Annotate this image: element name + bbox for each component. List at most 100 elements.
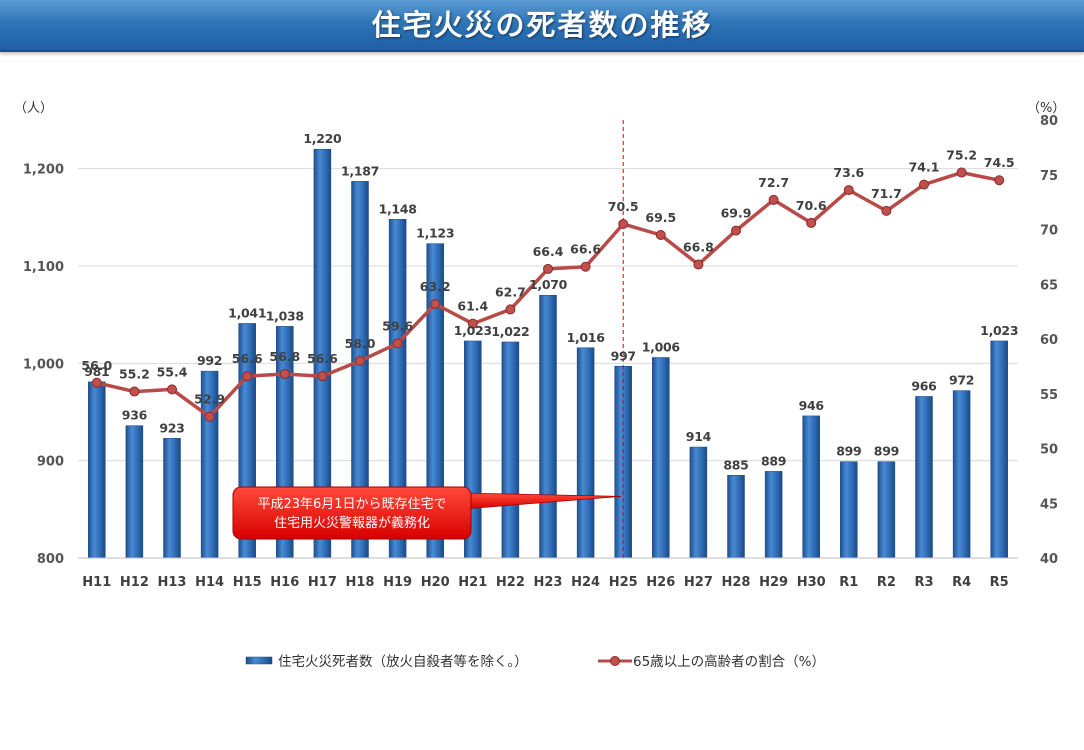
line-value-label: 55.4 (157, 364, 188, 379)
bar-value-label: 972 (949, 373, 974, 388)
y-left-tick-label: 900 (37, 455, 64, 470)
x-tick-label: H22 (496, 575, 525, 590)
line-value-label: 69.5 (645, 210, 676, 225)
line-point-H15 (242, 371, 253, 382)
line-point-H19 (392, 338, 403, 349)
x-tick-label: R2 (877, 575, 896, 590)
bar-value-label: 1,006 (642, 339, 681, 354)
bar-R2 (877, 461, 896, 559)
line-value-label: 71.7 (871, 186, 902, 201)
bar-H29 (764, 471, 783, 559)
line-point-H26 (655, 229, 666, 240)
line-point-H22 (505, 304, 516, 315)
line-value-label: 63.2 (420, 279, 451, 294)
callout-text: 平成23年6月1日から既存住宅で (257, 497, 446, 512)
callout-text: 住宅用火災警報器が義務化 (274, 515, 430, 531)
x-tick-label: H11 (82, 575, 111, 590)
y-right-unit: （%） (1027, 101, 1065, 116)
bar-value-label: 889 (761, 453, 786, 468)
line-value-label: 62.7 (495, 284, 526, 299)
bar-R1 (840, 461, 858, 559)
line-value-label: 75.2 (946, 148, 977, 163)
bar-H28 (727, 475, 745, 559)
bar-value-label: 1,123 (416, 226, 454, 241)
bar-H26 (652, 357, 670, 559)
x-tick-label: R1 (839, 575, 858, 590)
bar-value-label: 1,070 (529, 277, 568, 292)
y-right-tick-label: 45 (1040, 497, 1058, 512)
x-tick-label: H18 (346, 575, 375, 590)
x-tick-label: H21 (458, 575, 487, 590)
line-point-H24 (580, 261, 591, 272)
x-tick-label: H12 (120, 575, 149, 590)
line-point-H23 (543, 263, 553, 274)
bar-value-label: 981 (84, 364, 109, 379)
line-value-label: 66.4 (533, 244, 564, 259)
bar-H27 (689, 446, 708, 559)
line-value-label: 74.5 (984, 155, 1015, 170)
bar-value-label: 992 (197, 353, 222, 368)
bar-H11 (88, 381, 106, 559)
line-value-label: 69.9 (721, 206, 752, 221)
line-value-label: 56.6 (232, 351, 263, 366)
x-tick-label: R3 (914, 575, 933, 590)
y-right-tick-label: 70 (1040, 224, 1058, 239)
x-tick-label: H14 (195, 575, 224, 590)
bar-value-label: 899 (836, 444, 861, 459)
x-tick-label: H30 (797, 575, 826, 590)
x-tick-label: H26 (646, 575, 675, 590)
line-point-H21 (467, 318, 478, 329)
bar-value-label: 1,041 (228, 305, 266, 320)
line-value-label: 70.6 (796, 198, 827, 213)
line-point-R3 (919, 179, 929, 190)
line-point-H17 (317, 371, 328, 382)
y-right-tick-label: 75 (1040, 169, 1058, 184)
y-right-tick-label: 80 (1040, 114, 1058, 129)
line-value-label: 73.6 (833, 165, 864, 180)
bar-value-label: 1,022 (491, 324, 529, 339)
bar-value-label: 1,187 (341, 163, 379, 178)
bar-H13 (163, 438, 181, 559)
legend-line-marker (610, 656, 620, 666)
line-value-label: 74.1 (909, 160, 940, 175)
x-tick-label: H17 (308, 575, 337, 590)
legend-bar-swatch (245, 656, 273, 665)
line-point-H16 (279, 369, 290, 380)
line-value-label: 55.2 (119, 367, 150, 382)
x-tick-label: H24 (571, 575, 600, 590)
bar-H12 (125, 425, 144, 559)
bar-R3 (915, 396, 933, 559)
bar-value-label: 1,148 (379, 201, 417, 216)
x-tick-label: H29 (759, 575, 788, 590)
line-point-R4 (956, 167, 967, 178)
bar-R5 (990, 340, 1008, 559)
line-value-label: 56.0 (81, 358, 112, 373)
y-left-tick-label: 1,000 (23, 357, 64, 372)
y-right-tick-label: 40 (1040, 552, 1058, 567)
x-tick-label: H15 (233, 575, 262, 590)
bar-H24 (576, 347, 595, 559)
line-point-H20 (430, 298, 441, 309)
x-tick-label: H23 (534, 575, 563, 590)
y-right-tick-label: 50 (1040, 443, 1058, 458)
line-value-label: 61.4 (457, 299, 488, 314)
line-value-label: 56.6 (307, 351, 338, 366)
line-value-label: 58.0 (345, 336, 376, 351)
line-value-label: 66.8 (683, 240, 714, 255)
callout-box (232, 486, 472, 540)
legend-bar-label: 住宅火災死者数（放火自殺者等を除く。） (278, 653, 528, 670)
bar-H30 (802, 415, 820, 559)
line-value-label: 52.9 (194, 392, 225, 407)
x-tick-label: R5 (990, 575, 1009, 590)
line-value-label: 66.6 (570, 242, 601, 257)
x-tick-label: H27 (684, 575, 713, 590)
x-tick-label: R4 (952, 575, 971, 590)
bar-value-label: 997 (611, 348, 636, 363)
bar-value-label: 936 (122, 408, 148, 423)
x-tick-label: H19 (383, 575, 412, 590)
chart-title: 住宅火災の死者数の推移 (371, 8, 713, 42)
title-bar: 住宅火災の死者数の推移 (0, 0, 1084, 52)
x-tick-label: H16 (270, 575, 299, 590)
y-right-tick-label: 65 (1040, 278, 1058, 293)
